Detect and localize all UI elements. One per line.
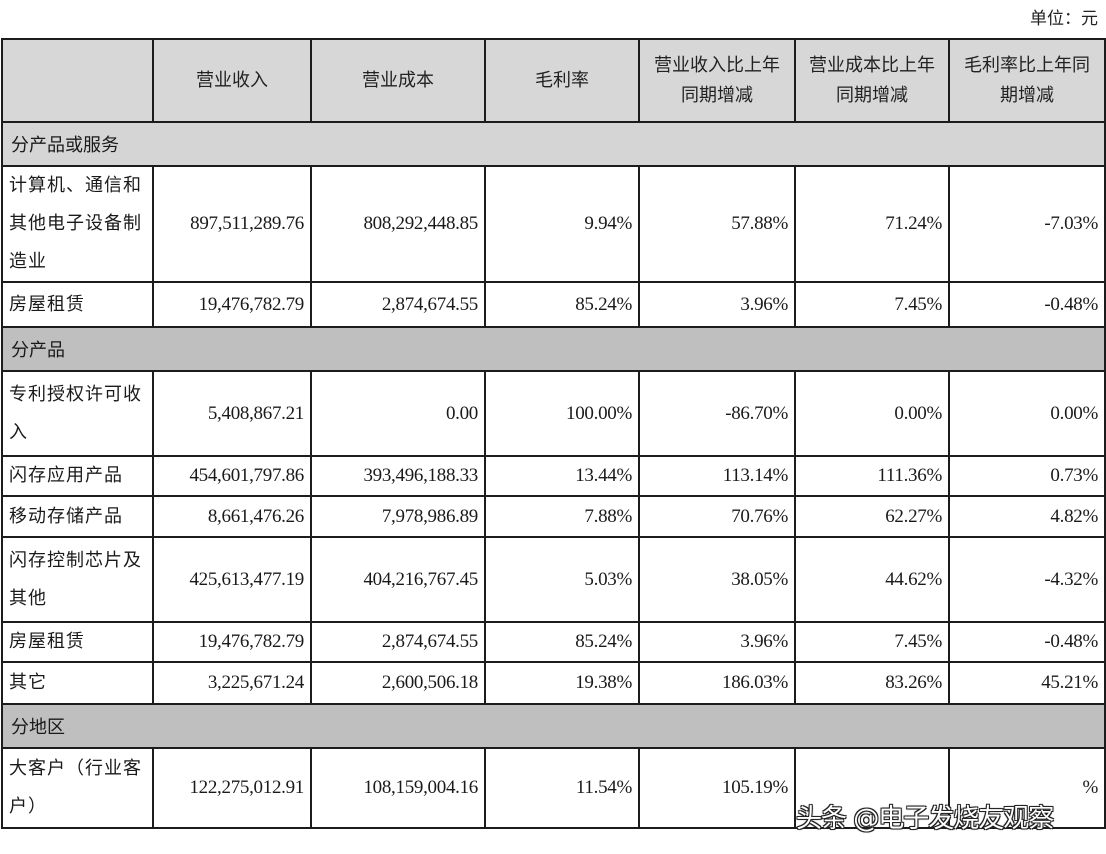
margin-cell: 7.88%	[484, 495, 640, 538]
unit-label: 单位：元	[1030, 9, 1098, 29]
cost-cell: 393,496,188.33	[310, 455, 486, 497]
margin-yoy-cell: 4.82%	[948, 495, 1106, 538]
revenue-yoy-cell: 186.03%	[638, 661, 796, 705]
table-row: 房屋租赁 19,476,782.79 2,874,674.55 85.24% 3…	[1, 281, 1106, 328]
cost-cell: 808,292,448.85	[310, 165, 486, 283]
section-title: 分产品或服务	[1, 121, 1106, 167]
row-label: 闪存控制芯片及其他	[1, 536, 154, 623]
margin-yoy-cell: 0.00%	[948, 370, 1106, 457]
table-row: 移动存储产品 8,661,476.26 7,978,986.89 7.88% 7…	[1, 495, 1106, 538]
revenue-cell: 454,601,797.86	[152, 455, 312, 497]
revenue-cell: 3,225,671.24	[152, 661, 312, 705]
cost-yoy-cell: 7.45%	[794, 621, 950, 663]
table-row: 专利授权许可收入 5,408,867.21 0.00 100.00% -86.7…	[1, 370, 1106, 457]
row-label: 计算机、通信和其他电子设备制造业	[1, 165, 154, 283]
cost-yoy-cell: 44.62%	[794, 536, 950, 623]
revenue-cell: 8,661,476.26	[152, 495, 312, 538]
cost-yoy-cell: 83.26%	[794, 661, 950, 705]
table-header-row: 营业收入 营业成本 毛利率 营业收入比上年同期增减 营业成本比上年同期增减 毛利…	[1, 38, 1106, 123]
table-row: 计算机、通信和其他电子设备制造业 897,511,289.76 808,292,…	[1, 165, 1106, 283]
cost-yoy-cell: 62.27%	[794, 495, 950, 538]
cost-yoy-cell: 71.24%	[794, 165, 950, 283]
table-row: 闪存控制芯片及其他 425,613,477.19 404,216,767.45 …	[1, 536, 1106, 623]
section-row: 分产品	[1, 326, 1106, 372]
section-row: 分产品或服务	[1, 121, 1106, 167]
header-cost: 营业成本	[310, 38, 486, 123]
row-label: 移动存储产品	[1, 495, 154, 538]
margin-cell: 11.54%	[484, 747, 640, 829]
cost-cell: 0.00	[310, 370, 486, 457]
margin-cell: 5.03%	[484, 536, 640, 623]
table-row: 其它 3,225,671.24 2,600,506.18 19.38% 186.…	[1, 661, 1106, 705]
section-title: 分产品	[1, 326, 1106, 372]
row-label: 闪存应用产品	[1, 455, 154, 497]
revenue-yoy-cell: 38.05%	[638, 536, 796, 623]
revenue-yoy-cell: 70.76%	[638, 495, 796, 538]
margin-yoy-cell: 45.21%	[948, 661, 1106, 705]
cost-cell: 108,159,004.16	[310, 747, 486, 829]
margin-yoy-cell: -4.32%	[948, 536, 1106, 623]
header-margin-yoy: 毛利率比上年同期增减	[948, 38, 1106, 123]
margin-yoy-cell: -0.48%	[948, 281, 1106, 328]
revenue-cell: 897,511,289.76	[152, 165, 312, 283]
row-label: 房屋租赁	[1, 621, 154, 663]
cost-yoy-cell	[794, 747, 950, 829]
section-row: 分地区	[1, 703, 1106, 749]
row-label: 其它	[1, 661, 154, 705]
revenue-yoy-cell: 3.96%	[638, 281, 796, 328]
margin-yoy-cell: -0.48%	[948, 621, 1106, 663]
row-label: 大客户（行业客户）	[1, 747, 154, 829]
table-row: 房屋租赁 19,476,782.79 2,874,674.55 85.24% 3…	[1, 621, 1106, 663]
margin-cell: 85.24%	[484, 621, 640, 663]
revenue-cell: 122,275,012.91	[152, 747, 312, 829]
revenue-yoy-cell: -86.70%	[638, 370, 796, 457]
margin-yoy-cell: -7.03%	[948, 165, 1106, 283]
cost-cell: 2,874,674.55	[310, 621, 486, 663]
margin-cell: 13.44%	[484, 455, 640, 497]
row-label: 房屋租赁	[1, 281, 154, 328]
revenue-yoy-cell: 105.19%	[638, 747, 796, 829]
cost-yoy-cell: 111.36%	[794, 455, 950, 497]
revenue-cell: 19,476,782.79	[152, 281, 312, 328]
table-row: 大客户（行业客户） 122,275,012.91 108,159,004.16 …	[1, 747, 1106, 829]
header-gross-margin: 毛利率	[484, 38, 640, 123]
revenue-cell: 5,408,867.21	[152, 370, 312, 457]
watermark-text: 头条 @电子发烧友观察	[796, 804, 1054, 834]
financial-table: 营业收入 营业成本 毛利率 营业收入比上年同期增减 营业成本比上年同期增减 毛利…	[1, 38, 1106, 829]
revenue-yoy-cell: 113.14%	[638, 455, 796, 497]
margin-cell: 100.00%	[484, 370, 640, 457]
margin-cell: 9.94%	[484, 165, 640, 283]
revenue-cell: 19,476,782.79	[152, 621, 312, 663]
cost-yoy-cell: 0.00%	[794, 370, 950, 457]
cost-cell: 7,978,986.89	[310, 495, 486, 538]
margin-cell: 19.38%	[484, 661, 640, 705]
header-revenue: 营业收入	[152, 38, 312, 123]
header-cost-yoy: 营业成本比上年同期增减	[794, 38, 950, 123]
margin-cell: 85.24%	[484, 281, 640, 328]
header-corner	[1, 38, 154, 123]
margin-yoy-cell: %	[948, 747, 1106, 829]
cost-yoy-cell: 7.45%	[794, 281, 950, 328]
row-label: 专利授权许可收入	[1, 370, 154, 457]
table-row: 闪存应用产品 454,601,797.86 393,496,188.33 13.…	[1, 455, 1106, 497]
section-title: 分地区	[1, 703, 1106, 749]
cost-cell: 404,216,767.45	[310, 536, 486, 623]
header-revenue-yoy: 营业收入比上年同期增减	[638, 38, 796, 123]
cost-cell: 2,874,674.55	[310, 281, 486, 328]
revenue-cell: 425,613,477.19	[152, 536, 312, 623]
revenue-yoy-cell: 3.96%	[638, 621, 796, 663]
revenue-yoy-cell: 57.88%	[638, 165, 796, 283]
cost-cell: 2,600,506.18	[310, 661, 486, 705]
margin-yoy-cell: 0.73%	[948, 455, 1106, 497]
